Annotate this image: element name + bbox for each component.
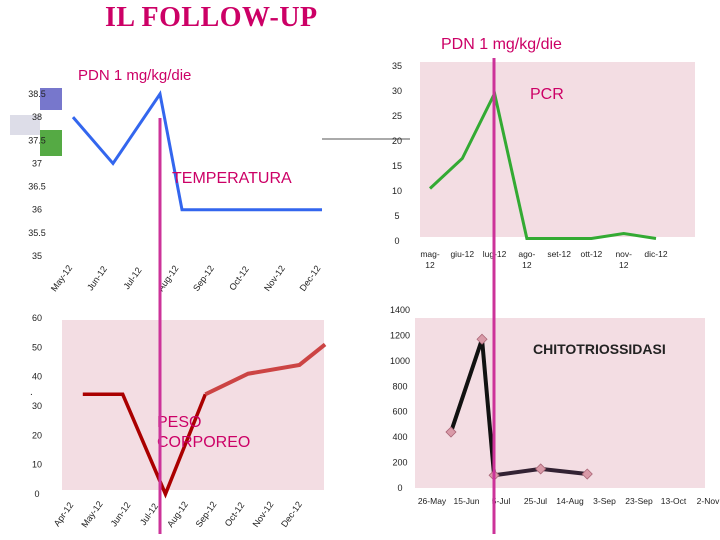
- temp-series-line: [71, 90, 322, 212]
- chito-xtick-label: 26-May: [418, 496, 447, 506]
- pcr-xtick-label: giu-12: [450, 249, 474, 259]
- pcr-ytick-label: 0: [394, 236, 399, 246]
- pcr-xtick-label: 12: [425, 260, 435, 270]
- peso-stray-dot: .: [30, 387, 33, 398]
- chito-ytick-label: 0: [397, 483, 402, 493]
- temp-xtick-label: Oct-12: [227, 264, 251, 292]
- temp-xtick-label: Dec-12: [298, 264, 323, 294]
- pcr-xtick-label: 12: [522, 260, 532, 270]
- peso-xtick-label: May-12: [79, 499, 104, 529]
- chito-xtick-label: 14-Aug: [556, 496, 584, 506]
- decor-square-green: [40, 130, 62, 156]
- pcr-xtick-label: dic-12: [644, 249, 667, 259]
- temp-xtick-label: May-12: [49, 263, 74, 293]
- decor-square-blue: [40, 88, 62, 110]
- chito-data-point: [581, 468, 593, 480]
- page-title: IL FOLLOW-UP: [105, 2, 318, 33]
- pcr-xtick-label: ott-12: [581, 249, 603, 259]
- temp-pdn-note: PDN 1 mg/kg/die: [78, 67, 191, 84]
- chito-xtick-label: 23-Sep: [625, 496, 653, 506]
- peso-ytick-label: 30: [32, 401, 42, 411]
- chito-xtick-label: 5-Jul: [492, 496, 511, 506]
- peso-annotation-line2: CORPOREO: [157, 434, 250, 451]
- temp-ytick-label: 35: [32, 251, 42, 261]
- peso-ytick-label: 10: [32, 460, 42, 470]
- pcr-xtick-label: nov-: [615, 249, 632, 259]
- pcr-series-line: [428, 89, 657, 240]
- temp-xtick-label: Nov-12: [262, 264, 287, 294]
- pcr-xtick-label: mag-: [420, 249, 440, 259]
- decor-square-grey: [10, 115, 40, 135]
- peso-xtick-label: Aug-12: [165, 500, 190, 530]
- temp-ytick-label: 36: [32, 205, 42, 215]
- chart-pcr: 05101520253035mag-12giu-12lug-12ago-12se…: [392, 61, 668, 270]
- temp-ytick-label: 37.5: [28, 135, 46, 145]
- pcr-ytick-label: 35: [392, 61, 402, 71]
- peso-xtick-label: Sep-12: [194, 500, 219, 530]
- peso-series-line-early: [82, 392, 207, 499]
- temp-ytick-label: 38.5: [28, 89, 46, 99]
- peso-xtick-label: Dec-12: [279, 500, 304, 530]
- temp-ytick-label: 35.5: [28, 228, 46, 238]
- peso-ytick-label: 40: [32, 372, 42, 382]
- chito-annotation: CHITOTRIOSSIDASI: [533, 341, 666, 357]
- chito-data-point: [535, 463, 547, 475]
- temp-annotation: TEMPERATURA: [172, 170, 292, 187]
- chito-xtick-label: 15-Jun: [454, 496, 480, 506]
- pcr-xtick-label: 12: [619, 260, 629, 270]
- pcr-ytick-label: 30: [392, 86, 402, 96]
- temp-ytick-label: 37: [32, 158, 42, 168]
- pcr-annotation: PCR: [530, 86, 564, 103]
- chito-ytick-label: 200: [392, 458, 407, 468]
- temp-xtick-label: Jul-12: [121, 265, 143, 291]
- pcr-ytick-label: 25: [392, 111, 402, 121]
- pcr-ytick-label: 10: [392, 186, 402, 196]
- temp-ytick-label: 38: [32, 112, 42, 122]
- peso-ytick-label: 50: [32, 342, 42, 352]
- peso-annotation-line1: PESO: [157, 414, 201, 431]
- peso-ytick-label: 60: [32, 313, 42, 323]
- chito-panel-bg: [415, 318, 705, 488]
- pcr-xtick-label: ago-: [518, 249, 535, 259]
- chito-data-point: [476, 333, 488, 345]
- chito-ytick-label: 1400: [390, 305, 410, 315]
- peso-xtick-label: Oct-12: [223, 500, 247, 528]
- pcr-ytick-label: 5: [394, 211, 399, 221]
- chito-ytick-label: 600: [392, 407, 407, 417]
- pcr-ytick-label: 15: [392, 161, 402, 171]
- chito-xtick-label: 13-Oct: [661, 496, 687, 506]
- chito-ytick-label: 400: [392, 432, 407, 442]
- pcr-ytick-label: 20: [392, 136, 402, 146]
- peso-ytick-label: 0: [34, 489, 39, 499]
- peso-ytick-label: 20: [32, 430, 42, 440]
- chito-data-point: [445, 426, 457, 438]
- peso-xtick-label: Jun-12: [109, 500, 133, 528]
- peso-xtick-label: Jul-12: [138, 501, 160, 527]
- pcr-xtick-label: set-12: [547, 249, 571, 259]
- temp-xtick-label: Sep-12: [191, 264, 216, 294]
- temp-ytick-label: 36.5: [28, 182, 46, 192]
- chito-xtick-label: 2-Nov: [697, 496, 720, 506]
- temp-xtick-label: Jun-12: [85, 264, 109, 292]
- chito-ytick-label: 1000: [390, 356, 410, 366]
- chito-ytick-label: 1200: [390, 330, 410, 340]
- chart-temperatura: 35 35.5 36 36.5 37 37.5 38 38.5 May-12 Jun-12 Jul-…: [28, 67, 322, 293]
- peso-xtick-label: Apr-12: [52, 500, 76, 528]
- chito-xtick-label: 25-Jul: [524, 496, 547, 506]
- chito-xtick-label: 3-Sep: [593, 496, 616, 506]
- peso-panel-bg: [62, 320, 324, 490]
- chito-ytick-label: 800: [392, 381, 407, 391]
- chart-chitotriossidasi: 0 200 400 600 800 1000 1200 1400 26-May 15-Jun 5-J…: [390, 305, 720, 506]
- peso-xtick-label: Nov-12: [251, 500, 276, 530]
- peso-series-line-late: [204, 342, 327, 397]
- pdn-label-top: PDN 1 mg/kg/die: [441, 36, 562, 53]
